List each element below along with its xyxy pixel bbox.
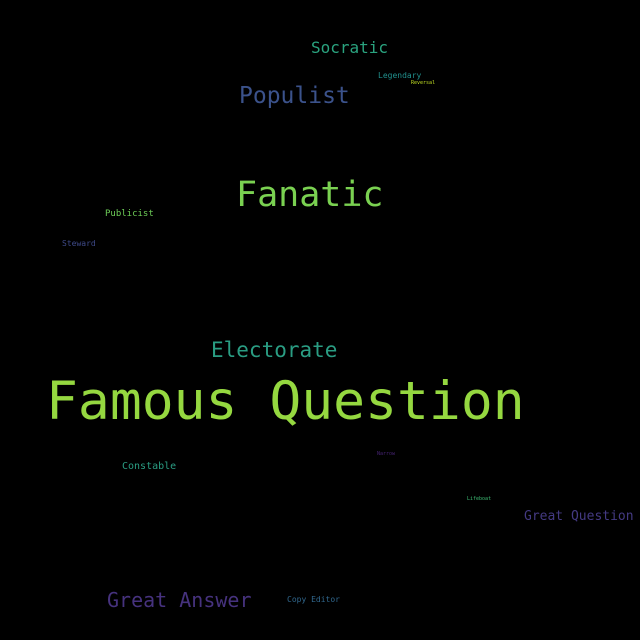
word-electorate: Electorate <box>211 338 338 362</box>
word-legendary: Legendary <box>378 71 422 80</box>
word-great-question: Great Question <box>524 509 634 524</box>
word-publicist: Publicist <box>105 209 154 219</box>
word-great-answer: Great Answer <box>107 588 252 612</box>
word-copy-editor: Copy Editor <box>287 595 340 604</box>
word-famous-question: Famous Question <box>46 371 525 432</box>
word-constable: Constable <box>122 461 177 472</box>
word-fanatic: Fanatic <box>236 175 384 215</box>
word-reversal: Reversal <box>411 80 436 86</box>
word-socratic: Socratic <box>311 38 389 57</box>
word-lifeboat: Lifeboat <box>467 496 492 502</box>
word-steward: Steward <box>62 239 96 248</box>
word-narrow: Narrow <box>377 451 396 457</box>
word-populist: Populist <box>239 83 350 109</box>
